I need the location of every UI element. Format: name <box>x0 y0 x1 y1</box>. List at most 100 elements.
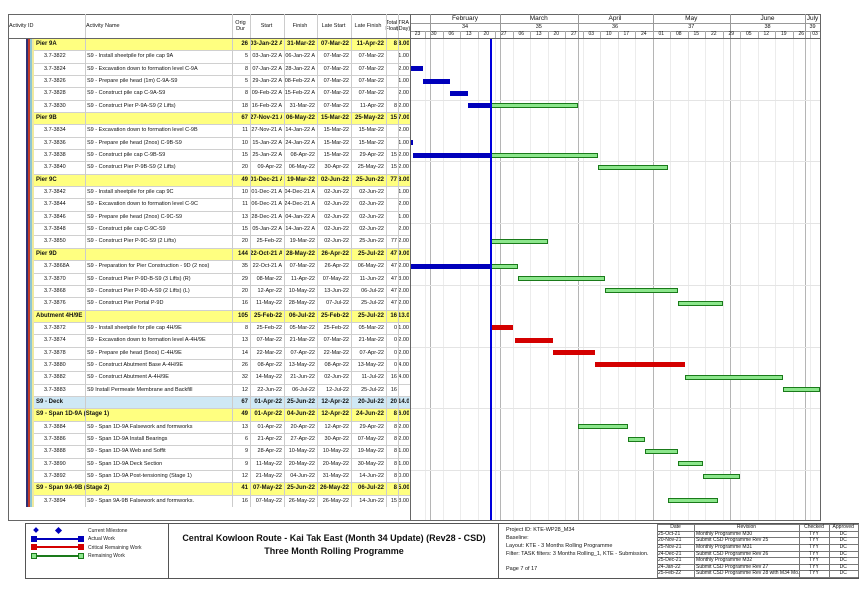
week-label: 22 <box>710 31 717 37</box>
finish-date-value: 06-May-22 <box>288 164 315 171</box>
start-date-value: 09-Feb-22 A <box>251 90 282 97</box>
finish-date-value: 04-Jun-22 <box>290 472 315 479</box>
gantt-bar-remaining[interactable] <box>605 288 678 294</box>
column-header: Late Start <box>321 22 346 29</box>
revision-cell: 20-Nov-21 <box>658 537 682 544</box>
tra-value: 7.00 <box>398 115 409 122</box>
gantt-bar-remaining[interactable] <box>490 152 598 158</box>
gantt-bar-remaining[interactable] <box>597 165 668 171</box>
total-float-value: 77 <box>390 176 397 183</box>
gantt-bar-critical[interactable] <box>490 325 513 331</box>
remaining-work-icon <box>33 554 83 557</box>
gantt-bar-remaining[interactable] <box>702 473 740 479</box>
gantt-bar-remaining[interactable] <box>645 448 678 454</box>
start-date-value: 01-Dec-21 A <box>251 189 282 196</box>
revision-grid <box>694 524 695 577</box>
row-separator <box>26 371 410 372</box>
week-label: 26 <box>798 31 805 37</box>
row-separator <box>26 198 410 200</box>
week-tick <box>547 31 549 38</box>
gantt-bar-actual[interactable] <box>467 103 490 109</box>
late-start-value: 07-Jul-22 <box>326 300 349 307</box>
gantt-bar-remaining[interactable] <box>667 498 718 504</box>
start-date-value: 01-Apr-22 <box>257 423 282 430</box>
gantt-bar-remaining[interactable] <box>627 436 645 442</box>
gantt-bar-actual[interactable] <box>410 263 490 269</box>
row-separator <box>26 247 410 249</box>
orig-dur-value: 49 <box>241 176 248 183</box>
group-band-stripe <box>32 38 34 507</box>
activity-group-label: S9 - Span 1D-9A (Stage 1) <box>36 411 110 418</box>
week-gridline <box>460 38 461 520</box>
activity-name: S9 - Construct Abutment A-4H/9E <box>87 374 169 381</box>
row-separator <box>26 469 410 471</box>
start-date-value: 01-Apr-22 <box>254 398 282 405</box>
start-date-value: 09-Apr-22 <box>257 164 282 171</box>
gantt-bar-remaining[interactable] <box>677 300 723 306</box>
week-label: 05 <box>745 31 752 37</box>
week-tick <box>670 31 671 38</box>
month-label: July <box>806 15 819 22</box>
activity-name: S9 - Construct pile cap C-9C-S9 <box>87 226 166 233</box>
column-header: Activity Name <box>86 22 120 29</box>
timeline-row-separator <box>410 23 820 24</box>
tra-value: 1.00 <box>398 213 409 220</box>
revision-grid <box>829 524 830 577</box>
revision-cell: TYY <box>809 570 819 577</box>
revision-cell: Monthly Programme M31 <box>696 543 753 550</box>
gantt-bar-actual[interactable] <box>450 90 468 96</box>
revision-cell: DC <box>839 530 847 537</box>
gantt-bar-remaining[interactable] <box>782 387 820 393</box>
tra-value: 1.00 <box>398 460 409 467</box>
start-date-value: 01-Dec-21 A <box>250 176 282 183</box>
gantt-bar-remaining[interactable] <box>490 239 548 245</box>
gantt-bar-remaining[interactable] <box>490 263 518 269</box>
gantt-bar-remaining[interactable] <box>685 374 783 380</box>
orig-dur-value: 12 <box>241 472 248 479</box>
total-float-value: 8 <box>393 472 397 479</box>
gantt-bar-remaining[interactable] <box>517 276 605 282</box>
orig-dur-value: 11 <box>242 127 248 134</box>
row-separator <box>26 161 410 163</box>
revision-grid <box>657 530 858 532</box>
activity-name: S9 - Construct Pier P-9D-A-S9 (2 Lifts) … <box>87 287 190 294</box>
gantt-bar-actual[interactable] <box>410 66 423 72</box>
activity-name: S9 - Excavation down to formation level … <box>87 201 198 208</box>
gantt-bar-actual[interactable] <box>412 152 490 158</box>
programme-subtitle: Three Month Rolling Programme <box>264 546 404 556</box>
table-chart-divider <box>410 14 411 520</box>
orig-dur-value: 105 <box>237 312 248 319</box>
month-gridline <box>730 38 731 520</box>
finish-date-value: 27-Apr-22 <box>290 435 315 442</box>
finish-date-value: 08-Feb-22 A <box>284 78 315 85</box>
late-start-value: 07-Mar-22 <box>323 337 349 344</box>
group-band-stripe <box>26 38 28 507</box>
gantt-bar-remaining[interactable] <box>677 461 703 467</box>
gantt-bar-remaining[interactable] <box>577 424 628 430</box>
gantt-bar-critical[interactable] <box>595 362 685 368</box>
activity-id: 3.7-3868A <box>44 263 70 270</box>
data-date-line <box>490 38 492 520</box>
orig-dur-value: 41 <box>241 485 248 492</box>
row-separator <box>26 186 410 187</box>
gantt-bar-actual[interactable] <box>422 78 450 84</box>
gantt-bar-critical[interactable] <box>552 350 595 356</box>
finish-date-value: 07-Apr-22 <box>290 349 315 356</box>
gantt-bar-critical[interactable] <box>515 337 553 343</box>
sight-line <box>410 284 820 286</box>
row-separator <box>26 210 410 212</box>
late-finish-value: 29-Apr-22 <box>359 152 384 159</box>
week-gridline <box>425 38 426 520</box>
total-float-value: 20 <box>390 398 397 405</box>
week-label: 06 <box>448 31 455 37</box>
tra-value: 2.00 <box>398 349 409 356</box>
late-finish-value: 21-Mar-22 <box>358 337 384 344</box>
late-start-value: 02-Jun-22 <box>324 201 349 208</box>
gantt-bar-remaining[interactable] <box>490 103 578 109</box>
gantt-main-frame <box>8 14 821 521</box>
orig-dur-value: 15 <box>241 226 248 233</box>
finish-date-value: 10-May-22 <box>288 448 315 455</box>
total-float-value: 0 <box>393 361 397 368</box>
activity-id: 3.7-3888 <box>44 448 66 455</box>
gantt-bar-actual[interactable] <box>410 140 413 146</box>
